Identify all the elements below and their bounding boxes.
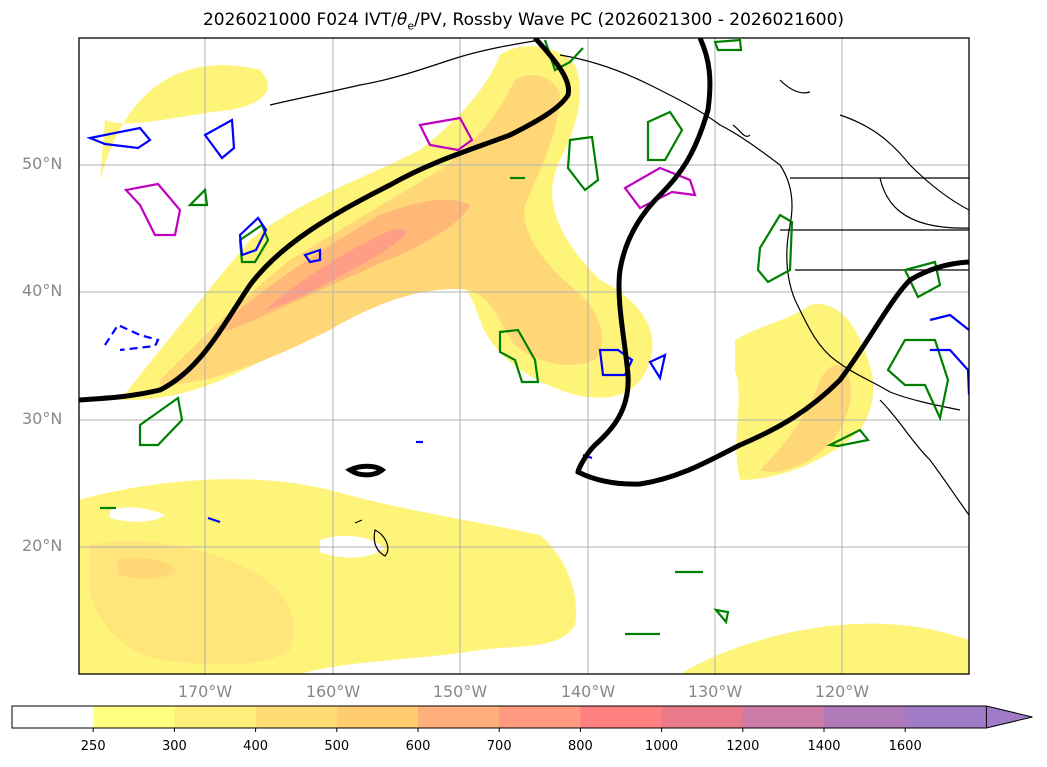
lon-label: 170°W	[177, 682, 233, 701]
colorbar-segment	[905, 706, 987, 728]
coastlines	[269, 39, 969, 557]
lat-label: 50°N	[22, 154, 63, 173]
colorbar-tick-label: 600	[405, 739, 431, 754]
pv-magenta-contours	[123, 116, 697, 237]
colorbar-segment	[336, 706, 419, 728]
map-title: 2026021000 F024 IVT/θe/PV, Rossby Wave P…	[202, 10, 845, 33]
pv-blue-contours	[86, 118, 969, 524]
colorbar-segment	[661, 706, 744, 728]
colorbar-tick-label: 1600	[888, 739, 922, 754]
colorbar-tick-label: 700	[486, 739, 512, 754]
colorbar-tick-label: 300	[161, 739, 187, 754]
colorbar-tick-label: 500	[324, 739, 350, 754]
colorbar-segment	[499, 706, 581, 728]
lon-label: 140°W	[560, 682, 616, 701]
rossby-wave-contour	[79, 38, 969, 487]
lat-label: 30°N	[22, 409, 63, 428]
colorbar-segment	[418, 706, 500, 728]
colorbar-segment	[742, 706, 825, 728]
lon-label: 160°W	[305, 682, 361, 701]
colorbar-segment	[255, 706, 338, 728]
colorbar-segment	[580, 706, 663, 728]
colorbar-tick-label: 1200	[726, 739, 760, 754]
colorbar-segment	[12, 706, 94, 728]
ivt-coastal-plume	[735, 304, 874, 480]
lon-label: 150°W	[432, 682, 488, 701]
lon-label: 120°W	[814, 682, 870, 701]
lon-label: 130°W	[687, 682, 743, 701]
map-frame	[78, 37, 970, 675]
lat-label: 40°N	[22, 281, 63, 300]
colorbar	[11, 705, 1033, 732]
theta-e-contours	[100, 38, 950, 636]
colorbar-tick-label: 1000	[645, 739, 679, 754]
colorbar-segment	[824, 706, 906, 728]
colorbar-segment	[174, 706, 257, 728]
graticule	[79, 38, 969, 674]
colorbar-extend-arrow	[985, 705, 1033, 729]
colorbar-tick-label: 250	[80, 739, 106, 754]
lat-label: 20°N	[22, 536, 63, 555]
colorbar-segment	[93, 706, 175, 728]
colorbar-tick-label: 400	[243, 739, 269, 754]
ivt-max-core	[265, 228, 406, 310]
colorbar-tick-label: 800	[567, 739, 593, 754]
colorbar-tick-label: 1400	[807, 739, 841, 754]
